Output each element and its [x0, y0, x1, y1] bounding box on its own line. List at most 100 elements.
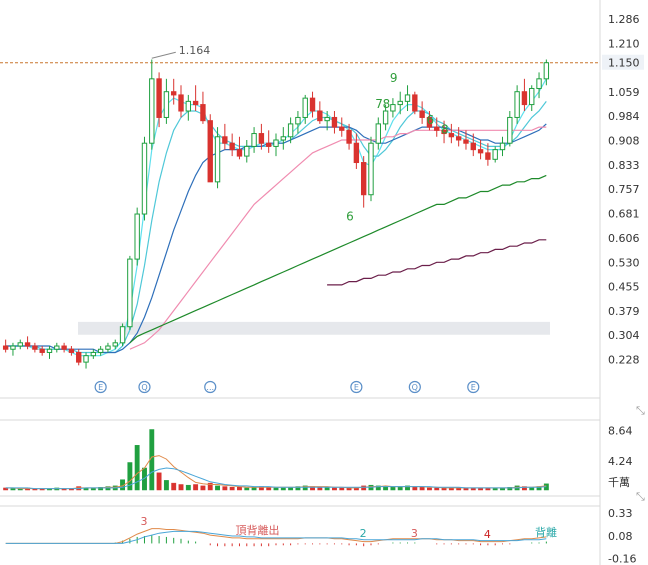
- volume-bar: [156, 472, 162, 491]
- signal-label: 9: [390, 71, 398, 85]
- support-zone-band: [78, 321, 550, 335]
- candle-body: [302, 97, 308, 118]
- price-tick-label: 1.286: [608, 13, 640, 26]
- event-marker-icon: [350, 380, 363, 394]
- ma-line-3: [5, 123, 547, 354]
- candle-body: [463, 139, 469, 144]
- candle-body: [68, 348, 75, 353]
- macd-annotation: 背離: [535, 525, 557, 539]
- candle-body: [32, 345, 38, 350]
- candle-body: [149, 78, 155, 144]
- volume-bar: [215, 485, 220, 491]
- volume-bar: [134, 445, 140, 491]
- price-tick-label: 0.757: [608, 183, 640, 196]
- event-marker-icon: [138, 380, 151, 394]
- price-tick-label: 0.606: [608, 232, 640, 245]
- macd-annotation: 3: [411, 527, 418, 540]
- candle-body: [251, 133, 257, 147]
- candle-body: [448, 133, 455, 138]
- volume-panel: [3, 429, 549, 491]
- candle-body: [499, 142, 506, 151]
- ma-line-4: [129, 126, 547, 350]
- event-marker-glyph: ...: [206, 383, 214, 392]
- candle-body: [434, 126, 440, 131]
- volume-bar: [302, 485, 308, 491]
- volume-bar: [229, 487, 235, 491]
- volume-ma-line-2: [5, 467, 547, 490]
- candle-body: [54, 345, 60, 350]
- volume-unit-label: 千萬: [608, 476, 630, 489]
- volume-bar: [222, 486, 228, 491]
- candle-body: [112, 342, 118, 347]
- volume-bar: [244, 487, 250, 491]
- candle-body: [287, 123, 294, 138]
- candle-body: [412, 94, 418, 112]
- candle-body: [404, 94, 411, 102]
- candle-body: [10, 345, 16, 350]
- high-label: 1.164: [179, 44, 211, 57]
- candle-body: [119, 326, 126, 344]
- volume-bar: [178, 484, 184, 491]
- candle-body: [185, 100, 192, 112]
- candle-body: [360, 162, 367, 196]
- price-tick-label: 0.304: [608, 329, 640, 342]
- event-marker-icon: [204, 380, 217, 394]
- grid: [0, 0, 601, 565]
- candle-body: [353, 142, 360, 164]
- candle-body: [244, 145, 250, 157]
- volume-bar: [237, 487, 242, 491]
- candle-body: [485, 152, 491, 160]
- candle-body: [171, 91, 177, 96]
- candle-body: [441, 129, 447, 135]
- candle-body: [24, 342, 31, 347]
- candle-body: [222, 136, 228, 144]
- candle-body: [455, 136, 462, 141]
- ma-line-5: [129, 174, 547, 344]
- candle-body: [426, 116, 433, 128]
- candle-body: [507, 116, 513, 144]
- price-tick-label: 0.908: [608, 135, 640, 148]
- volume-bar: [193, 484, 199, 491]
- candle-body: [200, 104, 206, 122]
- candle-body: [339, 126, 345, 131]
- candle-body: [127, 258, 133, 328]
- candle-body: [134, 213, 140, 260]
- event-marker-glyph: E: [471, 383, 476, 392]
- price-tick-label: 0.379: [608, 305, 640, 318]
- event-marker-icon: [408, 380, 421, 394]
- price-tick-label: 0.681: [608, 208, 640, 221]
- candle-body: [214, 136, 221, 183]
- y-axis: 1.286 1.210 1.150 1.059 0.984 0.908 0.833 0.757…: [602, 13, 645, 565]
- macd-tick-label: 0.33: [608, 507, 633, 520]
- volume-bar: [163, 480, 169, 491]
- volume-ma-line-1: [5, 455, 547, 490]
- candle-body: [397, 100, 403, 106]
- candle-body: [295, 116, 301, 125]
- candle-body: [97, 348, 104, 353]
- signal-label: 6: [426, 113, 434, 127]
- macd-panel: 3 頂背離出 2 3 4 背離: [5, 515, 557, 547]
- expand-icon: ⤡: [636, 490, 645, 503]
- macd-dea-line: [5, 530, 547, 544]
- volume-bar: [412, 487, 418, 491]
- price-tick-label: 0.833: [608, 159, 640, 172]
- macd-annotation: 4: [484, 528, 491, 541]
- candle-body: [514, 91, 520, 118]
- price-tick-label: 1.059: [608, 86, 640, 99]
- volume-bar: [405, 485, 410, 491]
- price-tick-label: 0.228: [608, 354, 640, 367]
- volume-bar: [507, 487, 513, 491]
- candle-body: [521, 91, 528, 106]
- candle-body: [178, 94, 184, 112]
- candle-body: [105, 345, 111, 350]
- signal-label: 8: [441, 123, 449, 137]
- signal-label: 6: [346, 209, 354, 223]
- candle-body: [17, 342, 23, 347]
- volume-tick-label: 4.24: [608, 455, 633, 468]
- macd-annotation: 頂背離出: [235, 523, 279, 537]
- candle-body: [207, 120, 213, 183]
- candle-body: [273, 139, 279, 147]
- candle-body: [382, 110, 389, 125]
- candle-body: [141, 142, 148, 215]
